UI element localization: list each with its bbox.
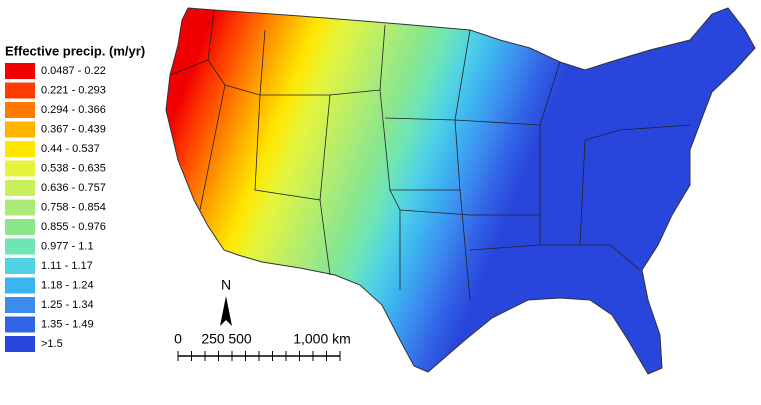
legend-swatch bbox=[5, 102, 35, 118]
legend-swatch bbox=[5, 316, 35, 333]
legend-label: 0.44 - 0.537 bbox=[41, 143, 100, 155]
legend-label: 0.636 - 0.757 bbox=[41, 182, 106, 194]
scale-bar: 0 250 500 1,000 km bbox=[174, 331, 351, 361]
north-arrow: N bbox=[220, 277, 232, 326]
legend-swatch bbox=[5, 219, 35, 235]
legend-label: 1.35 - 1.49 bbox=[41, 318, 94, 330]
legend-label: >1.5 bbox=[41, 338, 63, 350]
north-label: N bbox=[221, 277, 231, 293]
legend-swatch bbox=[5, 160, 35, 177]
scale-label: 0 bbox=[174, 331, 182, 347]
legend-swatch bbox=[5, 141, 35, 157]
legend-swatch bbox=[5, 297, 35, 313]
legend-label: 1.18 - 1.24 bbox=[41, 279, 94, 291]
legend-label: 0.977 - 1.1 bbox=[41, 240, 94, 252]
legend-label: 1.25 - 1.34 bbox=[41, 299, 94, 311]
legend-swatch bbox=[5, 238, 35, 255]
legend-swatch bbox=[5, 277, 35, 294]
scale-label: 1,000 km bbox=[293, 331, 351, 347]
legend-swatch bbox=[5, 63, 35, 79]
legend-label: 1.11 - 1.17 bbox=[41, 260, 93, 272]
legend-label: 0.538 - 0.635 bbox=[41, 162, 106, 174]
scale-label: 500 bbox=[228, 331, 252, 347]
legend-label: 0.0487 - 0.22 bbox=[41, 65, 106, 77]
legend-label: 0.758 - 0.854 bbox=[41, 201, 106, 213]
north-arrow-shape bbox=[220, 296, 232, 326]
legend-label: 0.221 - 0.293 bbox=[41, 84, 106, 96]
legend-label: 0.294 - 0.366 bbox=[41, 104, 106, 116]
legend-swatch bbox=[5, 336, 35, 352]
legend-swatch bbox=[5, 121, 35, 138]
legend-swatch bbox=[5, 82, 35, 99]
us-map bbox=[165, 7, 756, 375]
legend-swatch bbox=[5, 199, 35, 216]
legend-label: 0.855 - 0.976 bbox=[41, 221, 106, 233]
legend-swatch bbox=[5, 180, 35, 196]
legend-label: 0.367 - 0.439 bbox=[41, 123, 106, 135]
scale-label: 250 bbox=[201, 331, 225, 347]
legend-title: Effective precip. (m/yr) bbox=[5, 43, 145, 58]
state-borders bbox=[169, 9, 691, 301]
legend-swatch bbox=[5, 258, 35, 274]
legend: Effective precip. (m/yr) 0.0487 - 0.22 0.… bbox=[5, 43, 145, 352]
